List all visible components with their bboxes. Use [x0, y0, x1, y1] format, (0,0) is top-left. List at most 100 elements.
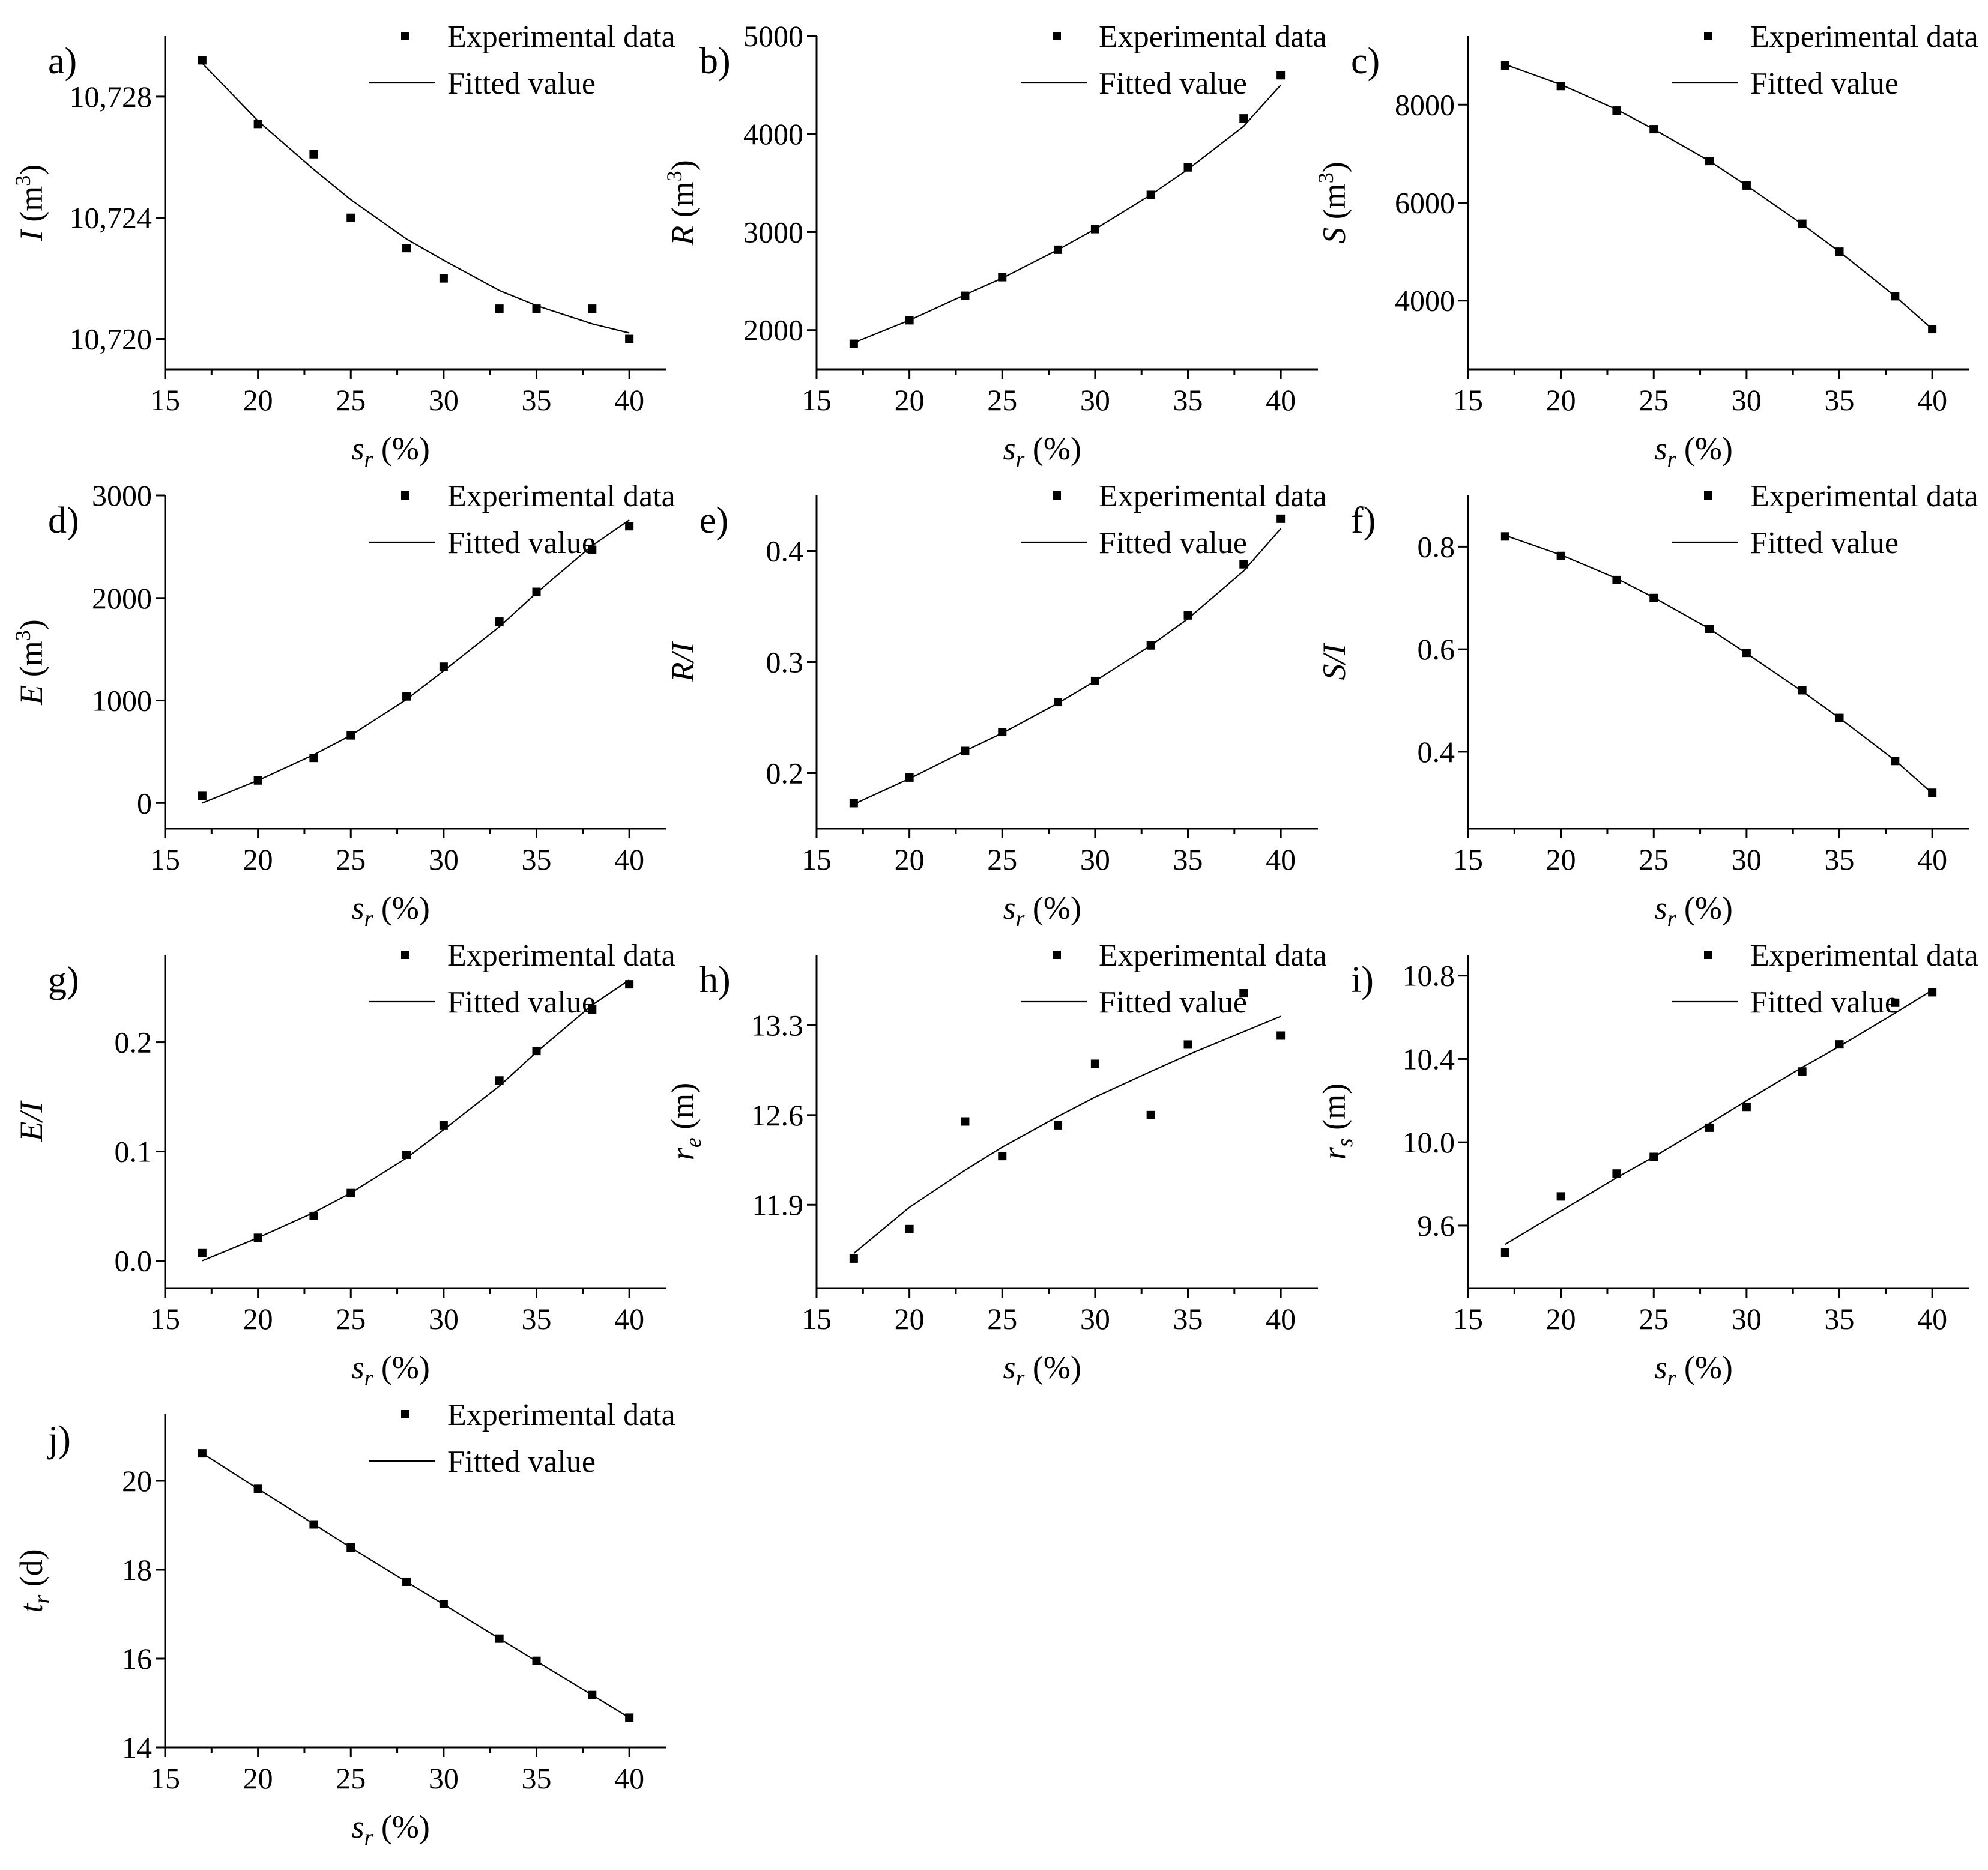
x-tick-label: 30	[1080, 1302, 1110, 1336]
x-tick-label: 15	[802, 383, 832, 417]
y-tick-label: 10,720	[70, 322, 153, 356]
legend-marker-experimental	[401, 32, 409, 40]
legend-marker-experimental	[1053, 491, 1061, 500]
x-axis-label: sr (%)	[352, 1809, 430, 1850]
legend-label-experimental: Experimental data	[1099, 939, 1327, 973]
y-tick-label: 2000	[92, 581, 152, 615]
legend-label-experimental: Experimental data	[1750, 479, 1978, 513]
data-point	[588, 304, 597, 313]
y-tick-label: 0.1	[115, 1135, 153, 1169]
x-axis-label: sr (%)	[1655, 431, 1733, 472]
x-tick-label: 40	[1917, 843, 1947, 876]
x-tick-label: 25	[1639, 383, 1669, 417]
x-tick-label: 15	[1453, 383, 1483, 417]
fitted-line	[1505, 990, 1933, 1245]
fitted-line	[853, 528, 1281, 805]
panel-g: 15 20 25 30 35 40 0.0 0.1 0.2 g) sr (%) E/I Experime…	[13, 939, 675, 1391]
x-tick-label: 25	[336, 383, 366, 417]
y-tick-label: 8000	[1395, 88, 1455, 121]
panel-label: j)	[47, 1419, 71, 1460]
x-tick-label: 25	[1639, 1302, 1669, 1336]
x-tick-label: 30	[1080, 383, 1110, 417]
x-tick-label: 20	[895, 843, 925, 876]
legend-label-experimental: Experimental data	[1750, 939, 1978, 973]
legend-label-fitted: Fitted value	[1099, 526, 1247, 560]
y-tick-label: 20	[122, 1464, 152, 1498]
panel-f: 15 20 25 30 35 40 0.4 0.6 0.8 f) sr (%) S/I Experime…	[1316, 479, 1978, 931]
fitted-line	[202, 1453, 630, 1719]
x-tick-label: 25	[987, 383, 1017, 417]
panel-h: 15 20 25 30 35 40 11.9 12.6 13.3 h) sr (%) re (m) Ex…	[665, 939, 1327, 1391]
x-tick-label: 25	[336, 1761, 366, 1795]
y-axis-label: R/I	[665, 641, 701, 683]
x-tick-label: 35	[1173, 1302, 1203, 1336]
legend-label-fitted: Fitted value	[1099, 67, 1247, 101]
panel-label: a)	[48, 41, 77, 82]
y-tick-label: 0.4	[1418, 735, 1455, 769]
data-point	[309, 150, 318, 159]
x-axis-label: sr (%)	[352, 890, 430, 931]
x-tick-label: 15	[802, 1302, 832, 1336]
y-tick-label: 2000	[743, 313, 803, 347]
y-axis-label: S/I	[1316, 642, 1352, 680]
x-tick-label: 35	[522, 1302, 552, 1336]
x-tick-label: 35	[522, 1761, 552, 1795]
y-tick-label: 0.3	[766, 646, 804, 679]
panel-label: b)	[699, 41, 731, 82]
x-axis-label: sr (%)	[1003, 1349, 1081, 1391]
data-point	[1500, 61, 1509, 70]
y-tick-label: 1000	[92, 684, 152, 718]
data-point	[1798, 1067, 1807, 1076]
data-point	[198, 56, 207, 65]
x-axis-label: sr (%)	[1003, 431, 1081, 472]
y-axis-label: R (m3)	[662, 160, 701, 246]
data-point	[1612, 1169, 1621, 1178]
legend-label-experimental: Experimental data	[1099, 20, 1327, 54]
panel-j: 15 20 25 30 35 40 14 16 18 20 j) sr (%) tr (d) Experi…	[13, 1398, 675, 1850]
panel-label: f)	[1351, 500, 1376, 541]
y-tick-label: 3000	[743, 215, 803, 249]
data-point	[625, 980, 634, 989]
x-tick-label: 20	[895, 383, 925, 417]
data-point	[253, 120, 262, 129]
x-tick-label: 35	[1825, 383, 1855, 417]
y-tick-label: 10.8	[1403, 959, 1455, 993]
x-tick-label: 40	[614, 383, 644, 417]
x-tick-label: 30	[429, 383, 459, 417]
legend-label-fitted: Fitted value	[447, 985, 596, 1020]
y-tick-label: 10.0	[1403, 1125, 1455, 1159]
panel-label: h)	[699, 960, 731, 1000]
y-tick-label: 0.8	[1418, 530, 1455, 563]
data-point	[1742, 1103, 1751, 1112]
data-point	[905, 1224, 914, 1233]
data-point	[1239, 114, 1248, 123]
data-point	[346, 213, 355, 222]
data-point	[1556, 1192, 1565, 1201]
x-tick-label: 35	[522, 383, 552, 417]
fitted-line	[202, 519, 630, 804]
x-tick-label: 40	[1266, 1302, 1296, 1336]
x-axis-label: sr (%)	[352, 431, 430, 472]
data-point	[1090, 1059, 1099, 1068]
fitted-line	[202, 979, 630, 1262]
data-point	[439, 662, 448, 671]
x-tick-label: 30	[1732, 383, 1762, 417]
data-point	[1835, 1040, 1844, 1049]
y-tick-label: 10.4	[1403, 1042, 1455, 1076]
x-tick-label: 35	[1825, 843, 1855, 876]
y-axis-label: S (m3)	[1314, 162, 1352, 243]
x-tick-label: 15	[150, 383, 180, 417]
y-axis-label: I (m3)	[11, 165, 49, 241]
x-tick-label: 20	[1546, 843, 1576, 876]
data-point	[1500, 1248, 1509, 1257]
y-tick-label: 0.2	[766, 757, 804, 790]
legend-label-experimental: Experimental data	[1750, 20, 1978, 54]
x-tick-label: 15	[1453, 843, 1483, 876]
panel-e: 15 20 25 30 35 40 0.2 0.3 0.4 e) sr (%) R/I Experime…	[665, 479, 1327, 931]
data-point	[849, 799, 858, 808]
x-tick-label: 20	[243, 1761, 273, 1795]
data-point	[998, 1152, 1007, 1161]
x-tick-label: 20	[895, 1302, 925, 1336]
x-tick-label: 35	[1173, 843, 1203, 876]
